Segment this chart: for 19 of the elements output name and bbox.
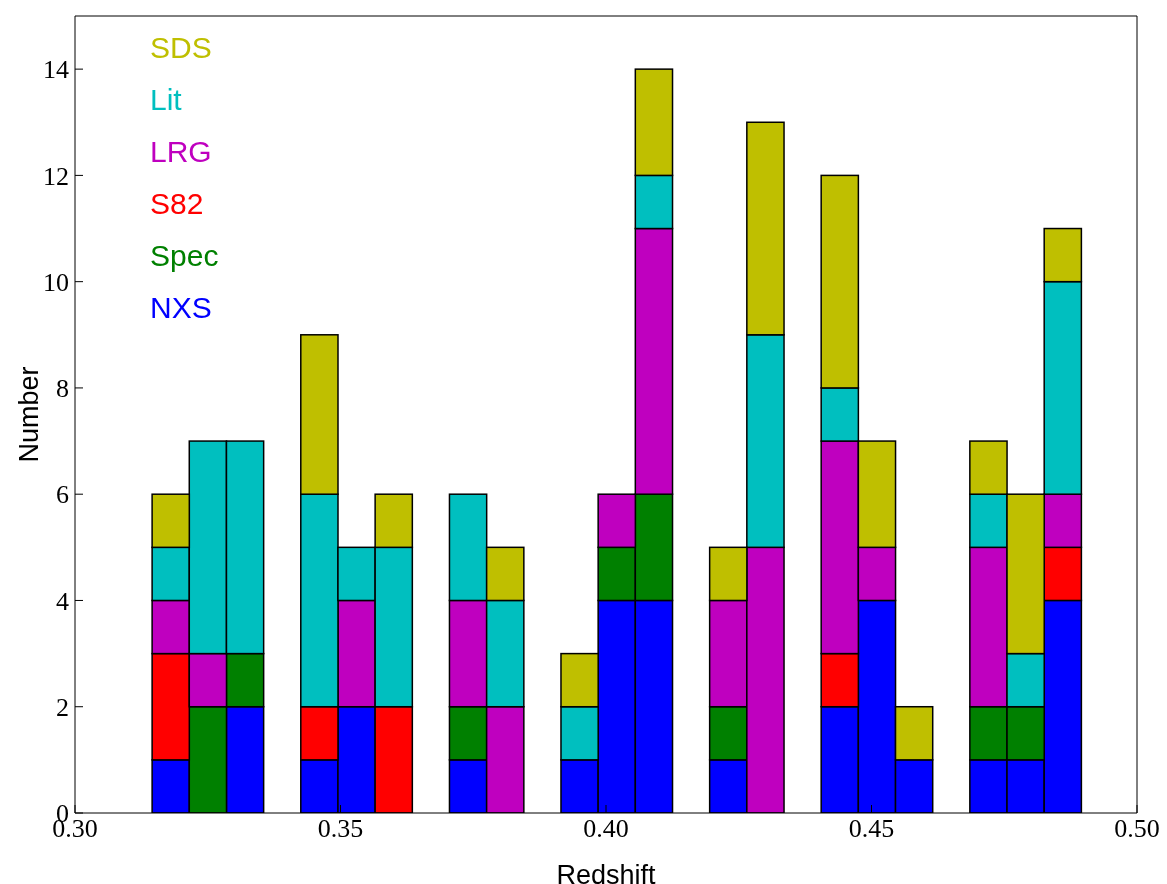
x-tick-label: 0.50 (1114, 814, 1160, 844)
x-tick-label: 0.45 (848, 814, 895, 844)
text: SDS (150, 30, 213, 66)
y-tick-label: 6 (56, 480, 69, 510)
y-axis-title: Number (13, 366, 44, 463)
y-tick-label: 2 (56, 692, 69, 722)
y-tick-label: 4 (56, 586, 69, 616)
text: S82 (150, 186, 205, 222)
y-tick-label: 10 (43, 267, 69, 297)
text: Spec (150, 238, 219, 274)
y-tick-label: 12 (43, 161, 69, 191)
x-tick-label: 0.35 (317, 814, 364, 844)
y-tick-label: 8 (56, 374, 69, 404)
text: LRG (150, 134, 213, 170)
x-axis-title: Redshift (556, 860, 657, 884)
text: Lit (150, 82, 183, 118)
x-tick-label: 0.40 (583, 814, 629, 844)
text: NXS (150, 290, 213, 326)
y-tick-label: 14 (43, 55, 69, 85)
